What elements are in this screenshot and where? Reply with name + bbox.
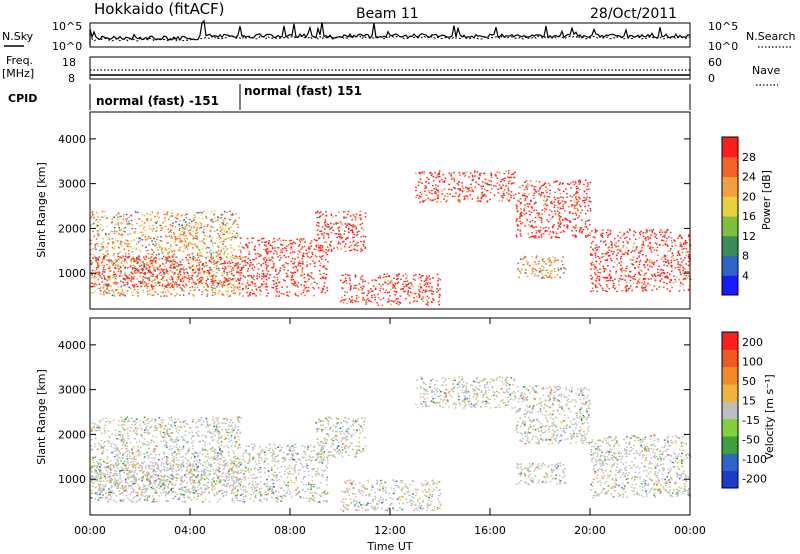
freq-label: Freq. <box>6 54 33 67</box>
nsky-trace <box>89 19 691 45</box>
nave-tick-bottom: 0 <box>708 72 715 85</box>
colorbar-swatch <box>722 470 738 489</box>
x-tick-label: 12:00 <box>374 524 406 537</box>
colorbar-tick-label: 16 <box>742 210 756 223</box>
colorbar-tick-label: -200 <box>742 472 767 485</box>
nave-label: Nave <box>752 64 780 77</box>
nsearch-label: N.Search <box>746 30 796 43</box>
colorbar-swatch <box>722 216 738 237</box>
velocity-y-label: Slant Range [km] <box>35 369 48 465</box>
cpid-strip: CPID normal (fast) -151 normal (fast) 15… <box>8 84 691 110</box>
y-tick-label: 4000 <box>58 133 86 146</box>
colorbar-tick-label: -50 <box>742 433 760 446</box>
power-colorbar-label: Power [dB] <box>760 170 773 230</box>
x-tick-label: 20:00 <box>574 524 606 537</box>
y-tick-label: 3000 <box>58 178 86 191</box>
nave-tick-top: 60 <box>708 56 722 69</box>
colorbar-swatch <box>722 255 738 276</box>
colorbar-swatch <box>722 176 738 197</box>
colorbar-tick-label: 4 <box>742 269 749 282</box>
power-panel: 1000 2000 3000 4000 Slant Range [km] 4 8 12 16… <box>35 111 773 310</box>
x-tick-label: 00:00 <box>674 524 706 537</box>
colorbar-tick-label: 15 <box>742 394 756 407</box>
colorbar-swatch <box>722 275 738 296</box>
plot-title: Hokkaido (fitACF) <box>94 0 225 18</box>
x-tick-label: 08:00 <box>274 524 306 537</box>
x-tick-label: 00:00 <box>74 524 106 537</box>
colorbar-swatch <box>722 401 738 420</box>
colorbar-tick-label: 8 <box>742 250 749 263</box>
colorbar-swatch <box>722 366 738 385</box>
y-tick-label: 1000 <box>58 267 86 280</box>
y-tick-label: 3000 <box>58 384 86 397</box>
power-y-axis: 1000 2000 3000 4000 <box>58 133 690 280</box>
colorbar-swatch <box>722 436 738 454</box>
colorbar-tick-label: 50 <box>742 375 756 388</box>
power-colorbar: 4 8 12 16 20 24 28 <box>721 136 756 296</box>
colorbar-swatch <box>722 235 738 256</box>
velocity-y-axis: 1000 2000 3000 4000 <box>58 339 690 486</box>
colorbar-tick-label: 12 <box>742 230 756 243</box>
y-tick-label: 4000 <box>58 339 86 352</box>
colorbar-swatch <box>722 332 738 350</box>
nsky-tick-top: 10^5 <box>52 20 82 33</box>
colorbar-swatch <box>722 196 738 217</box>
colorbar-tick-label: 20 <box>742 190 756 203</box>
nsky-label: N.Sky <box>2 30 34 43</box>
date-label: 28/Oct/2011 <box>590 6 677 22</box>
colorbar-swatch <box>722 384 738 402</box>
power-heatmap <box>90 170 692 306</box>
colorbar-tick-label: 24 <box>742 171 756 184</box>
nsky-right-tick-top: 10^5 <box>708 20 738 33</box>
freq-unit-label: [MHz] <box>2 67 34 80</box>
velocity-colorbar-label: Velocity [m s⁻¹] <box>763 374 776 459</box>
nsky-right-tick-bottom: 10^0 <box>708 40 738 53</box>
nsky-strip: N.Sky 10^5 10^0 10^5 10^0 N.Search <box>2 19 796 53</box>
time-x-axis: 00:00 04:00 08:00 12:00 16:00 20:00 00:00 <box>74 318 706 537</box>
colorbar-swatch <box>722 349 738 368</box>
y-tick-label: 2000 <box>58 222 86 235</box>
y-tick-label: 1000 <box>58 473 86 486</box>
cpid-segment-2: normal (fast) 151 <box>244 84 362 98</box>
cpid-segment-1: normal (fast) -151 <box>96 94 219 108</box>
colorbar-tick-label: -15 <box>742 414 760 427</box>
colorbar-swatch <box>722 156 738 177</box>
x-tick-label: 16:00 <box>474 524 506 537</box>
velocity-panel: 1000 2000 3000 4000 Slant Range [km] 200 100… <box>35 317 776 553</box>
freq-strip: Freq. [MHz] 18 8 60 0 Nave <box>2 54 780 86</box>
colorbar-tick-label: -100 <box>742 453 767 466</box>
cpid-label: CPID <box>8 92 37 105</box>
beam-label: Beam 11 <box>356 6 419 22</box>
nsearch-trace <box>89 35 691 42</box>
colorbar-swatch <box>722 453 738 472</box>
colorbar-swatch <box>722 137 738 158</box>
colorbar-swatch <box>722 418 738 437</box>
power-y-label: Slant Range [km] <box>35 162 48 258</box>
y-tick-label: 2000 <box>58 428 86 441</box>
colorbar-tick-label: 28 <box>742 151 756 164</box>
freq-tick-bottom: 8 <box>68 72 75 85</box>
x-axis-label: Time UT <box>366 540 412 553</box>
nsky-tick-bottom: 10^0 <box>52 40 82 53</box>
colorbar-tick-label: 200 <box>742 336 763 349</box>
x-tick-label: 04:00 <box>174 524 206 537</box>
velocity-heatmap <box>90 376 692 512</box>
velocity-colorbar: 200 100 50 15 -15 -50 -100 -200 <box>721 331 767 489</box>
colorbar-tick-label: 100 <box>742 355 763 368</box>
freq-tick-top: 18 <box>62 56 76 69</box>
